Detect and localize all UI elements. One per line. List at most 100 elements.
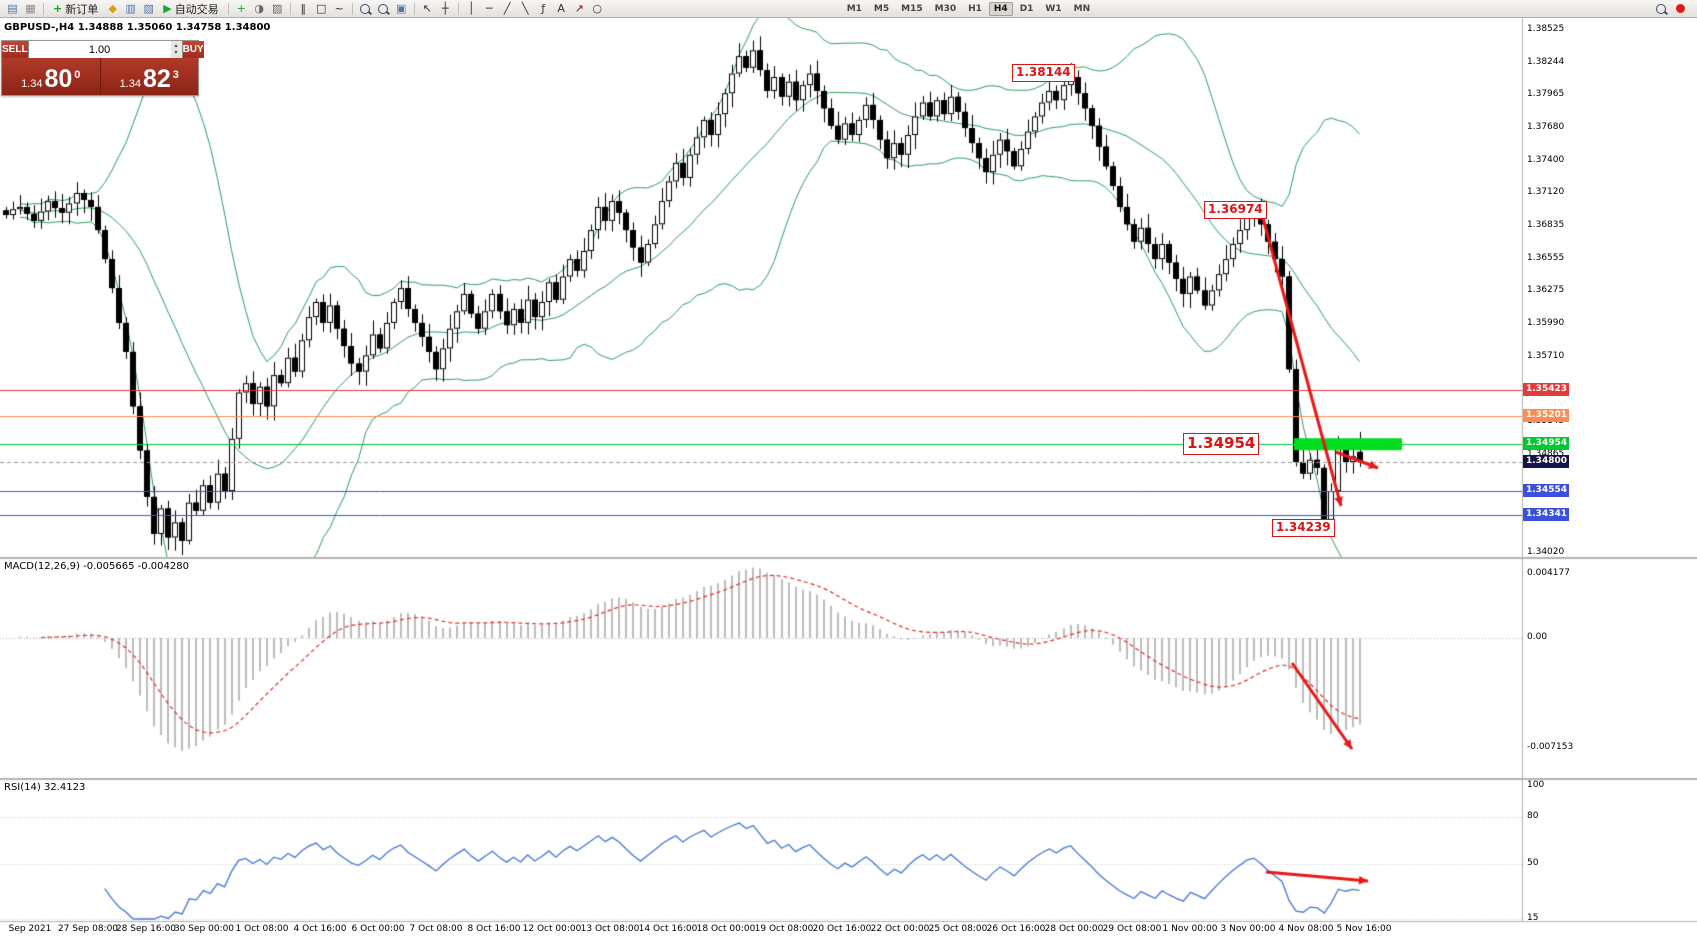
price-axis-label: 1.34020 (1527, 546, 1565, 557)
timeframe-d1-button[interactable]: D1 (1019, 3, 1034, 14)
search-icon[interactable] (1656, 3, 1666, 14)
price-axis-highlight: 1.34341 (1523, 508, 1569, 522)
macd-axis-label: -0.007153 (1527, 741, 1574, 752)
time-axis-label: 4 Oct 16:00 (293, 924, 347, 934)
timeframe-mn-button[interactable]: MN (1073, 3, 1091, 14)
market-watch-icon[interactable]: ◆ (108, 2, 117, 15)
time-axis-label: 29 Oct 08:00 (1102, 924, 1162, 934)
time-axis-label: 7 Oct 08:00 (409, 924, 463, 934)
timeframe-m1-button[interactable]: M1 (846, 3, 862, 14)
price-axis-label: 1.38525 (1527, 24, 1565, 35)
line-chart-icon[interactable]: ~ (334, 2, 344, 15)
price-axis-label: 1.36275 (1527, 285, 1565, 295)
autotrading-button[interactable]: ▶ 自动交易 (158, 1, 223, 16)
toolbar-separator (227, 2, 229, 15)
time-axis-label: 3 Nov 00:00 (1220, 924, 1276, 934)
sell-button[interactable]: SELL (2, 41, 28, 58)
rsi-axis-label: 50 (1527, 858, 1539, 868)
time-axis-label: 27 Sep 08:00 (57, 924, 119, 934)
time-axis-label: 22 Oct 00:00 (870, 924, 930, 934)
zoom-in-icon[interactable] (357, 2, 374, 16)
price-callout[interactable]: 1.38144 (1012, 64, 1075, 82)
rsi-axis-label: 15 (1527, 912, 1539, 923)
timeframe-h1-button[interactable]: H1 (968, 3, 982, 14)
profiles-icon[interactable]: ▦ (25, 2, 36, 15)
timeframe-w1-button[interactable]: W1 (1045, 3, 1062, 14)
data-window-icon[interactable]: ▥ (125, 2, 136, 15)
fibonacci-icon[interactable]: ƒ (541, 2, 546, 15)
macd-axis-label: 0.00 (1527, 632, 1548, 642)
time-axis-label: 5 Nov 16:00 (1336, 924, 1392, 934)
zoom-out-icon[interactable] (375, 2, 392, 16)
vertical-line-icon[interactable]: │ (467, 2, 475, 15)
crosshair-icon[interactable]: ┼ (441, 2, 449, 15)
rsi-indicator-title: RSI(14) 32.4123 (4, 782, 86, 793)
price-axis-label: 1.36835 (1527, 220, 1565, 231)
time-axis-label: 28 Sep 16:00 (115, 924, 177, 934)
chart-symbol-ohlc: GBPUSD-,H4 1.34888 1.35060 1.34758 1.348… (4, 22, 271, 33)
autotrading-button-icon: ▶ (163, 2, 172, 15)
text-icon[interactable]: A (557, 2, 565, 15)
buy-quote-button[interactable]: 1.34 82 3 (101, 58, 199, 95)
shapes-icon[interactable]: ○ (592, 2, 602, 15)
time-axis-label: 26 Oct 16:00 (986, 924, 1046, 934)
arrows-tool-icon[interactable]: ↗ (574, 2, 584, 15)
bar-chart-icon[interactable]: ‖ (300, 2, 306, 15)
price-callout[interactable]: 1.36974 (1204, 201, 1267, 219)
buy-price-pips: 82 (142, 65, 171, 93)
sell-quote-button[interactable]: 1.34 80 0 (2, 58, 100, 95)
channel-icon[interactable]: ╲ (521, 2, 529, 15)
price-axis-highlight: 1.34554 (1523, 483, 1569, 497)
spinner-down-icon[interactable]: ▾ (174, 49, 178, 56)
tile-windows-icon[interactable]: ▣ (395, 2, 407, 15)
price-axis-label: 1.34865 (1527, 448, 1565, 459)
price-axis-highlight: 1.34800 (1523, 455, 1569, 469)
navigator-icon[interactable]: ▧ (143, 2, 154, 15)
new-order-button[interactable]: + 新订单 (48, 1, 103, 16)
time-axis-label: 19 Oct 08:00 (754, 924, 814, 934)
new-chart-icon[interactable]: ▤ (7, 2, 18, 15)
templates-icon[interactable]: ▨ (271, 2, 283, 15)
price-callout[interactable]: 1.34239 (1272, 519, 1335, 537)
price-axis-label: 1.37965 (1527, 89, 1565, 99)
timeframe-m5-button[interactable]: M5 (873, 3, 890, 14)
price-axis-highlight: 1.35201 (1523, 408, 1569, 422)
time-axis-label: 6 Oct 00:00 (351, 924, 405, 934)
periods-icon[interactable]: ◑ (254, 2, 264, 15)
timeframe-m15-button[interactable]: M15 (901, 3, 923, 14)
timeframe-toolbar: M1 M5 M15 M30 H1 H4 D1 W1 MN (842, 1, 1095, 16)
trendline-icon[interactable]: ╱ (503, 2, 511, 15)
volume-input[interactable] (28, 41, 171, 58)
candle-chart-icon[interactable]: □ (315, 2, 327, 15)
time-axis-label: Sep 2021 (8, 924, 52, 934)
spinner-up-icon[interactable]: ▴ (174, 42, 178, 49)
toolbar-separator (43, 2, 44, 15)
time-axis-label: 4 Nov 08:00 (1278, 924, 1334, 934)
timeframe-h4-button[interactable]: H4 (988, 1, 1013, 16)
sell-price-main: 1.34 (21, 78, 43, 90)
toolbar-separator (413, 2, 415, 15)
time-axis-label: 28 Oct 00:00 (1044, 924, 1104, 934)
time-axis-label: 13 Oct 08:00 (580, 924, 640, 934)
new-order-button-icon: + (53, 2, 63, 15)
time-axis-label: 20 Oct 16:00 (812, 924, 872, 934)
time-axis-label: 12 Oct 00:00 (522, 924, 582, 934)
price-axis-highlight: 1.34954 (1523, 437, 1569, 451)
price-axis-label: 1.37400 (1527, 154, 1565, 165)
price-callout[interactable]: 1.34954 (1183, 433, 1260, 455)
buy-price-main: 1.34 (119, 78, 141, 90)
indicators-icon[interactable]: + (236, 2, 246, 15)
record-indicator-icon (1676, 4, 1685, 13)
cursor-icon[interactable]: ↖ (422, 2, 432, 15)
buy-price-point: 3 (172, 69, 179, 81)
buy-button[interactable]: BUY (182, 41, 204, 58)
zoom-in-icon-glyph (360, 3, 371, 14)
volume-spinner[interactable]: ▴ ▾ (170, 41, 182, 58)
toolbar-items: ▤ ▦ + 新订单 ◆ ▥ ▧ ▶ 自动交易 + ◑ ▨ ‖ □ ~ ▣ ↖ ┼ │ ─ ╱ ╲ ƒ A ↗ ○ (4, 1, 606, 16)
timeframe-m30-button[interactable]: M30 (934, 3, 957, 14)
horizontal-line-icon[interactable]: ─ (485, 2, 493, 15)
time-axis-label: 18 Oct 00:00 (696, 924, 756, 934)
time-axis-label: 1 Nov 00:00 (1162, 924, 1218, 934)
